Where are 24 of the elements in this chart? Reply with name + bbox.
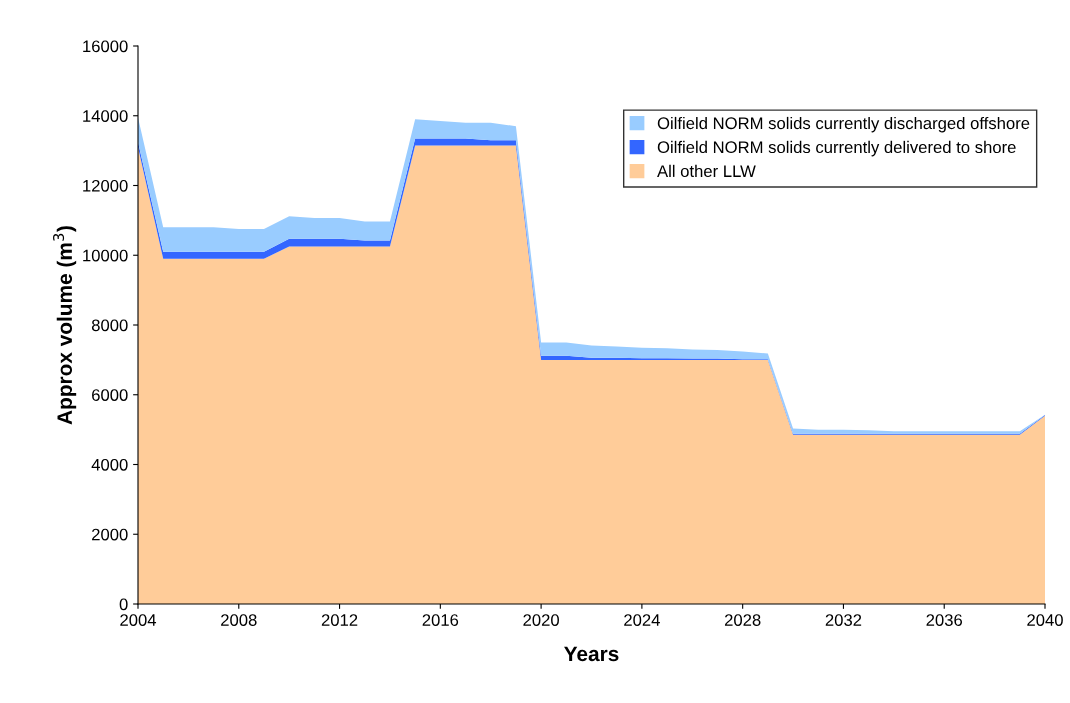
x-tick-label: 2008 bbox=[221, 614, 257, 626]
y-tick-label: 12000 bbox=[83, 179, 128, 192]
legend-label: All other LLW bbox=[657, 164, 756, 178]
x-tick-label: 2028 bbox=[724, 614, 761, 626]
y-tick-label: 10000 bbox=[83, 249, 128, 262]
y-tick-label: 8000 bbox=[91, 319, 128, 332]
legend-label: Oilfield NORM solids currently discharged offshore bbox=[657, 116, 1030, 133]
x-tick-label: 2012 bbox=[321, 614, 358, 626]
x-tick-label: 2024 bbox=[624, 614, 660, 626]
y-tick-label: 14000 bbox=[83, 110, 128, 122]
y-tick-label: 0 bbox=[119, 598, 128, 611]
x-axis-title: Years bbox=[564, 646, 619, 662]
x-tick-label: 2020 bbox=[523, 614, 559, 626]
x-tick-label: 2004 bbox=[120, 614, 157, 626]
y-tick-label: 16000 bbox=[83, 40, 128, 53]
y-tick-label: 4000 bbox=[91, 458, 128, 471]
y-tick-label: 6000 bbox=[92, 389, 128, 401]
y-tick-label: 2000 bbox=[92, 528, 128, 541]
x-tick-label: 2016 bbox=[422, 614, 459, 626]
x-tick-label: 2032 bbox=[825, 614, 862, 626]
legend-label: Oilfield NORM solids currently delivered to shore bbox=[657, 140, 1016, 157]
x-tick-label: 2040 bbox=[1027, 614, 1063, 626]
x-tick-label: 2036 bbox=[926, 614, 963, 626]
y-axis-title: Approx volume (m$^{3}$) bbox=[53, 226, 77, 425]
